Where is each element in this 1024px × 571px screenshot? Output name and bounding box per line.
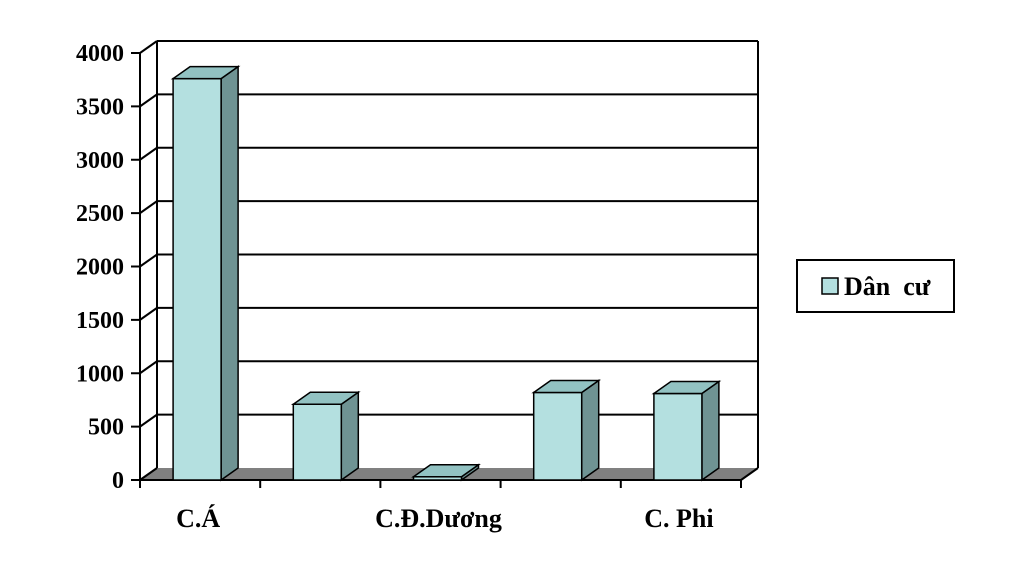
bar-top bbox=[411, 464, 481, 478]
legend-label: Dân cư bbox=[844, 272, 931, 301]
bar-side bbox=[701, 380, 720, 482]
bar-top bbox=[170, 65, 241, 80]
x-tick-labels: C.Á C.Đ.Dương C. Phi bbox=[176, 504, 714, 533]
bar-front bbox=[292, 403, 343, 481]
y-tick-label: 2000 bbox=[76, 255, 124, 281]
bar-front bbox=[532, 391, 583, 481]
y-tick-label: 0 bbox=[112, 468, 124, 494]
y-tick-label: 3500 bbox=[76, 94, 124, 120]
axis-diagonal bbox=[139, 360, 158, 375]
y-tick-label: 1000 bbox=[76, 361, 124, 387]
y-tick-label: 3000 bbox=[76, 148, 124, 174]
floor-right-edge bbox=[740, 467, 759, 481]
legend-swatch bbox=[821, 277, 839, 295]
bar-top bbox=[531, 379, 602, 394]
y-tick-label: 1500 bbox=[76, 308, 124, 334]
bar bbox=[411, 463, 481, 482]
axis-diagonal bbox=[139, 40, 158, 54]
x-tick-label: C.Á bbox=[176, 504, 220, 533]
bar-top bbox=[651, 380, 722, 395]
bar-front bbox=[653, 392, 703, 481]
x-tick-label: C.Đ.Dương bbox=[375, 504, 502, 533]
bar bbox=[531, 379, 602, 482]
legend: Dân cư bbox=[796, 259, 955, 313]
axis-diagonal bbox=[139, 200, 158, 214]
bar bbox=[290, 390, 361, 482]
y-tick-labels: 0 500 1000 1500 2000 2500 3000 3500 4000 bbox=[76, 41, 124, 494]
bar bbox=[170, 65, 241, 482]
bar bbox=[651, 380, 722, 482]
bar-side bbox=[220, 65, 239, 482]
y-tick-label: 500 bbox=[88, 415, 124, 441]
bars bbox=[170, 65, 722, 482]
x-tick-label: C. Phi bbox=[644, 504, 713, 533]
axis-diagonal bbox=[139, 146, 158, 161]
axis-diagonal bbox=[139, 93, 158, 108]
axis-diagonal bbox=[139, 413, 158, 428]
bar-front bbox=[172, 77, 222, 481]
bar-side bbox=[340, 390, 360, 482]
bar-side bbox=[580, 379, 600, 482]
axis-diagonal bbox=[139, 467, 158, 481]
axis-diagonal bbox=[139, 307, 158, 321]
axis-diagonal bbox=[139, 253, 158, 268]
bar-top bbox=[290, 391, 361, 405]
y-tick-label: 2500 bbox=[76, 201, 124, 227]
y-tick-label: 4000 bbox=[76, 41, 124, 67]
